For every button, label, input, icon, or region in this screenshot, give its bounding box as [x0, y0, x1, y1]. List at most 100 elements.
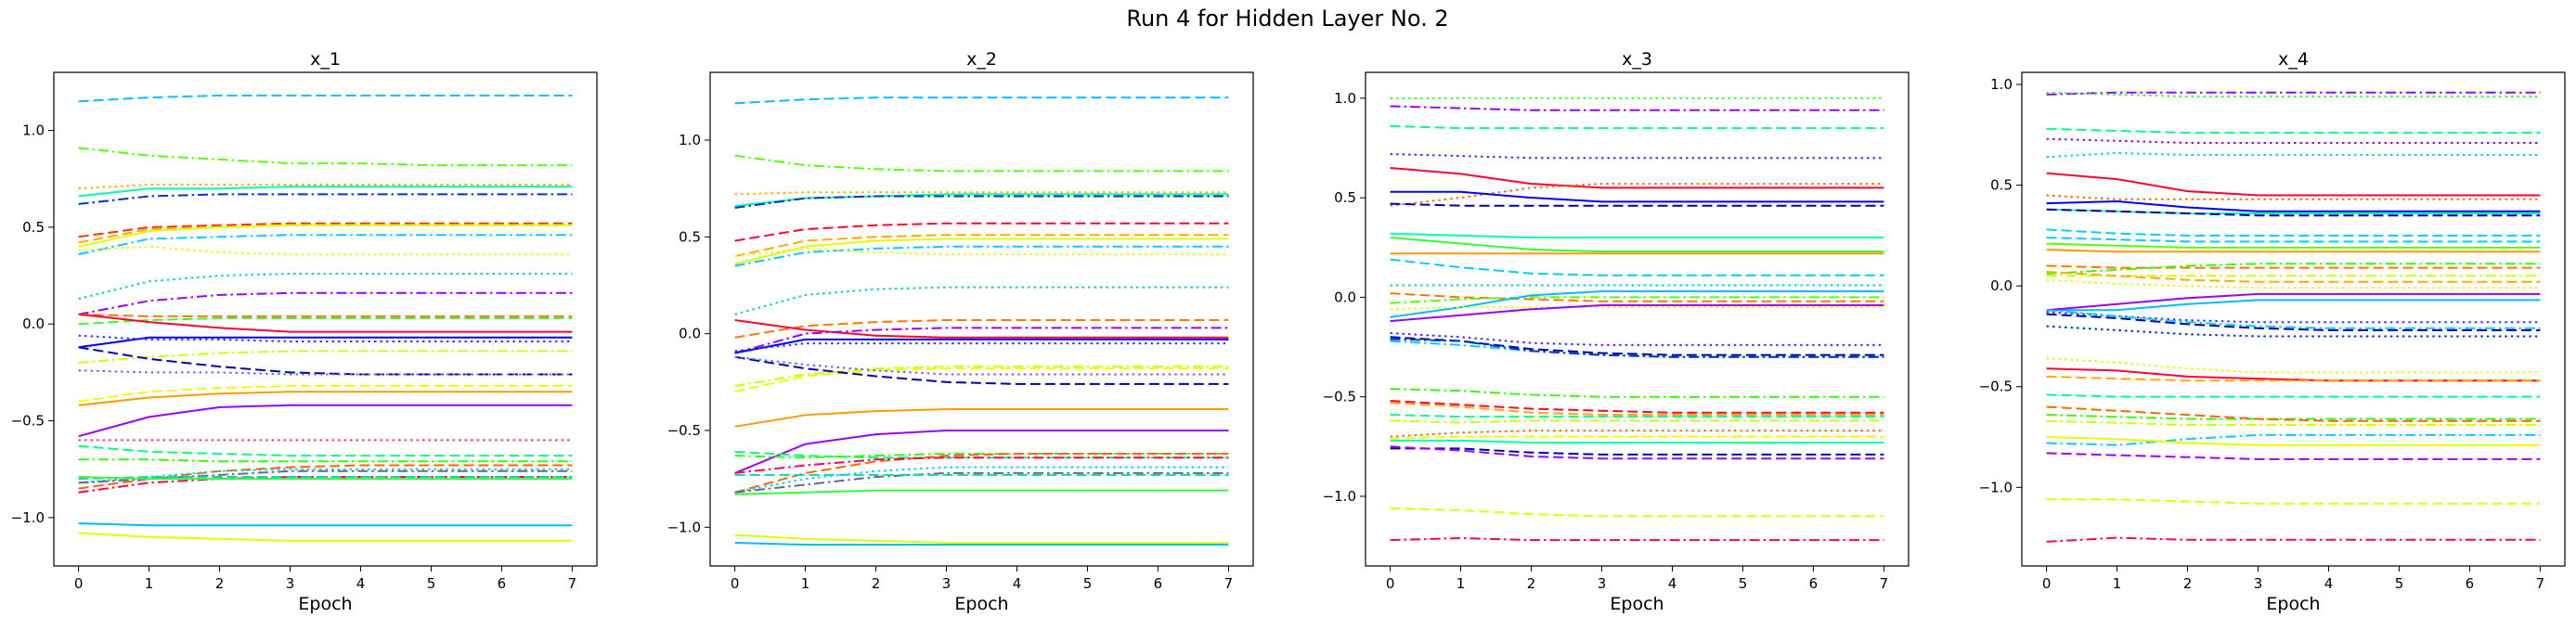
series-line-9: [734, 245, 1229, 267]
series-line-28: [78, 468, 573, 484]
series-line-8: [78, 224, 573, 248]
x-tick-label: 2: [1527, 575, 1536, 592]
subplot-2: 0 1 2 3 4 5 6 7 −1.0 −0.5 0.0 0.5 1.0 x_2 Epoch: [667, 49, 1254, 614]
series-line-26: [2046, 357, 2541, 374]
series-line-3: [1390, 124, 1884, 130]
series-line-4: [1390, 153, 1884, 160]
series-line-6: [1390, 183, 1884, 207]
series-line-30: [734, 489, 1229, 495]
series-line-26: [734, 456, 1229, 474]
series-line-16: [2046, 263, 2541, 276]
series-line-2: [2046, 91, 2541, 98]
series-line-24: [734, 453, 1229, 459]
series-line-27: [2046, 367, 2541, 382]
series-line-2: [78, 147, 573, 167]
x-tick-label: 6: [1809, 575, 1819, 592]
x-tick-label: 5: [1739, 575, 1748, 592]
x-tick-label: 3: [942, 575, 951, 592]
series-line-6: [2046, 172, 2541, 197]
series-line-32: [1390, 445, 1884, 460]
series-line-2: [1390, 105, 1884, 111]
series-line-31: [1390, 447, 1884, 456]
x-tick-label: 2: [872, 575, 881, 592]
x-tick-label: 0: [2042, 575, 2052, 592]
series-line-17: [734, 366, 1229, 387]
x-tick-label: 3: [286, 575, 295, 592]
x-tick-label: 0: [74, 575, 84, 592]
series-line-31: [734, 533, 1229, 544]
x-tick-label: 6: [1154, 575, 1163, 592]
x-tick-label: 7: [1880, 575, 1889, 592]
y-tick-label: 0.5: [22, 219, 45, 236]
series-line-5: [1390, 167, 1884, 189]
series-line-37: [2046, 536, 2541, 543]
series-line-36: [2046, 498, 2541, 505]
series-line-23: [1390, 388, 1884, 398]
series-line-15: [78, 313, 573, 333]
series-line-10: [78, 245, 573, 256]
x-axis-label: Epoch: [298, 594, 352, 614]
series-line-18: [2046, 271, 2541, 283]
series-line-1: [78, 95, 573, 103]
series-line-5: [734, 195, 1229, 209]
x-tick-label: 4: [2324, 575, 2334, 592]
series-line-17: [1390, 306, 1884, 311]
series-line-11: [2046, 228, 2541, 237]
series-line-34: [1390, 537, 1884, 542]
series-group: [2046, 91, 2541, 543]
series-line-9: [1390, 232, 1884, 238]
series-line-12: [2046, 237, 2541, 243]
series-line-22: [78, 391, 573, 406]
series-line-13: [2046, 242, 2541, 249]
x-tick-label: 1: [801, 575, 810, 592]
series-line-6: [734, 222, 1229, 242]
series-line-1: [734, 96, 1229, 105]
y-tick-label: 0.5: [1990, 177, 2013, 194]
y-tick-label: 1.0: [1334, 90, 1356, 107]
y-tick-label: −0.5: [11, 413, 45, 430]
series-line-29: [2046, 393, 2541, 398]
series-line-14: [1390, 292, 1884, 302]
y-tick-label: 0.0: [679, 326, 701, 342]
y-tick-label: 1.0: [22, 122, 45, 139]
series-line-21: [734, 408, 1229, 428]
x-tick-label: 7: [568, 575, 577, 592]
y-tick-label: 0.5: [679, 228, 701, 245]
series-line-15: [1390, 296, 1884, 304]
series-line-28: [2046, 375, 2541, 382]
series-line-14: [78, 317, 573, 326]
subplot-title: x_4: [2278, 49, 2309, 70]
series-line-8: [734, 238, 1229, 265]
x-tick-label: 0: [1386, 575, 1395, 592]
series-line-22: [734, 430, 1229, 474]
subplot-3: 0 1 2 3 4 5 6 7 −1.0 −0.5 0.0 0.5 1.0 x_3 Epoch: [1323, 49, 1909, 614]
series-line-8: [2046, 200, 2541, 212]
x-tick-label: 4: [356, 575, 366, 592]
series-line-16: [734, 342, 1229, 353]
series-line-32: [78, 476, 573, 481]
y-tick-label: 1.0: [679, 132, 701, 148]
series-line-9: [78, 234, 573, 256]
series-line-35: [2046, 452, 2541, 460]
subplot-1: 0 1 2 3 4 5 6 7 −1.0 −0.5 0.0 0.5 1.0 x_1 Epoch: [11, 49, 598, 614]
series-line-7: [1390, 190, 1884, 203]
axes-frame: [709, 71, 1254, 567]
series-line-24: [1390, 400, 1884, 414]
series-line-12: [1390, 258, 1884, 276]
series-line-10: [1390, 237, 1884, 253]
series-line-7: [734, 234, 1229, 258]
y-tick-label: −0.5: [667, 422, 701, 439]
series-line-25: [2046, 325, 2541, 338]
subplot-title: x_3: [1622, 49, 1652, 70]
x-tick-label: 7: [2536, 575, 2545, 592]
series-line-27: [1390, 419, 1884, 424]
series-line-34: [78, 532, 573, 542]
x-tick-label: 4: [1013, 575, 1022, 592]
series-line-5: [2046, 151, 2541, 159]
series-line-21: [2046, 292, 2541, 312]
series-line-34: [2046, 436, 2541, 446]
series-line-22: [2046, 311, 2541, 324]
series-line-2: [734, 154, 1229, 173]
series-line-7: [2046, 194, 2541, 200]
